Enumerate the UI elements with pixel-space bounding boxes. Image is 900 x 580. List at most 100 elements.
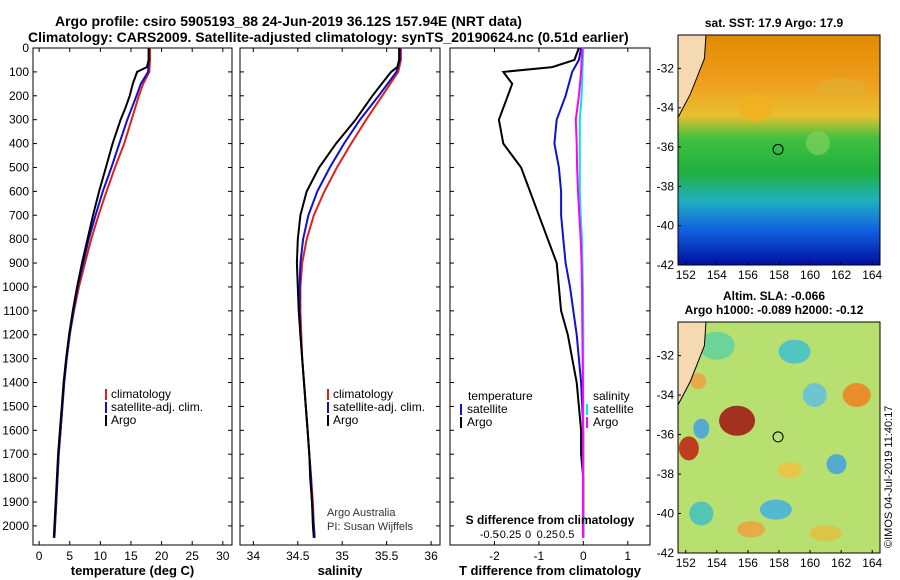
temperature-legend-swatch [105,402,107,413]
argo-position-marker [772,431,784,443]
warm-eddy [737,93,774,122]
y-tick-label: 700 [9,208,29,222]
difference-legend-swatch [460,417,462,428]
difference-legend-swatch [460,404,462,415]
coastline [677,321,707,406]
salinity-legend-swatch [327,415,329,426]
sla-anomaly [777,462,802,479]
salinity-legend-label: climatology [333,387,393,401]
argo-position-marker [772,143,784,155]
temperature-legend-swatch [105,415,107,426]
sla_map-panel: 152 154 156 158 160 162 164 -32 -34 -36 -38 -40 -42 A… [657,289,883,570]
sst_map-title: sat. SST: 17.9 Argo: 17.9 [705,16,844,30]
difference-x-axis-label: T difference from climatology [459,563,642,578]
salinity-x-tick-label: 36 [424,549,438,563]
difference-x-tick-label-top: 0 [525,529,531,541]
sla_map-x-tick-label: 158 [769,556,789,570]
salinity-panel: 34 34.5 35 35.5 36 salinity climatologysatelli… [239,47,441,578]
sst_map-y-tick-label: -38 [657,179,675,193]
sst_map-x-tick-label: 158 [769,268,789,282]
sla_map-y-tick-label: -34 [657,388,675,402]
temperature-legend-label: climatology [111,387,171,401]
sst_map-x-tick-label: 156 [738,268,758,282]
sla-anomaly [759,499,792,520]
sla-anomaly [719,405,756,436]
y-tick-label: 1700 [2,447,29,461]
sla_map-subtitle: Argo h1000: -0.089 h2000: -0.12 [685,303,864,317]
sst_map-x-tick-label: 160 [800,268,820,282]
sst_map-x-tick-label: 162 [831,268,851,282]
temperature-panel: 0100200300400500600700800900100011001200… [2,41,233,578]
salinity-x-tick-label: 34.5 [286,549,310,563]
y-tick-label: 0 [22,41,29,55]
warm-tongue [815,78,868,99]
sla_map-y-tick-label: -38 [657,467,675,481]
temperature-legend-swatch [105,389,107,400]
salinity-legend-swatch [327,402,329,413]
y-tick-label: 1800 [2,471,29,485]
y-tick-label: 1900 [2,495,29,509]
difference-legend-swatch [586,404,588,415]
sst-field [678,35,880,265]
y-tick-label: 1400 [2,376,29,390]
sst_map-y-tick-label: -36 [657,140,675,154]
sst_map-x-tick-label: 154 [707,268,727,282]
credit-text: PI: Susan Wijffels [327,521,413,533]
y-tick-label: 2000 [2,519,29,533]
temperature-legend-label: satellite-adj. clim. [111,400,203,414]
sla_map-title: Altim. SLA: -0.066 [723,289,825,303]
difference-legend-label: Argo [467,415,493,429]
temperature-x-tick-label: 5 [66,549,73,563]
sla-anomaly [698,331,735,360]
sla-anomaly [689,501,714,526]
sla_map-x-tick-label: 156 [738,556,758,570]
chart-title-line1: Argo profile: csiro 5905193_88 24-Jun-20… [55,13,522,29]
difference-line-t-argo [497,47,585,538]
y-tick-label: 1200 [2,328,29,342]
difference-panel: -2 -1 0 1T difference from climatology-0.5-… [449,47,651,578]
difference-x-tick-label: -1 [534,549,545,563]
y-tick-label: 600 [9,184,29,198]
temperature-x-tick-label: 0 [36,549,43,563]
sla-anomaly [690,373,707,390]
difference-x-tick-label: 1 [624,549,631,563]
watermark: ©IMOS 04-Jul-2019 11:40:17 [883,406,895,548]
salinity-frame [239,47,441,546]
salinity-x-tick-label: 34 [247,549,261,563]
salinity-x-axis-label: salinity [318,563,364,578]
salinity-x-tick-label: 35.5 [375,549,399,563]
temperature-x-tick-label: 10 [94,549,108,563]
temperature-x-tick-label: 25 [186,549,200,563]
salinity-x-tick-label: 35 [336,549,350,563]
sla-anomaly [826,454,847,475]
sla_map-y-tick-label: -32 [657,349,675,363]
sst_map-x-tick-label: 152 [676,268,696,282]
sla-anomaly [693,418,710,439]
temperature-x-tick-label: 15 [124,549,138,563]
sla-anomaly [678,436,699,461]
salinity-line-argo [295,48,401,538]
y-tick-label: 1100 [3,304,29,318]
difference-x-tick-label: 0 [580,549,587,563]
difference-legend-label: temperature [468,389,533,403]
y-tick-label: 1600 [2,423,29,437]
y-tick-label: 900 [9,256,29,270]
y-tick-label: 400 [9,137,29,151]
y-tick-label: 500 [9,160,29,174]
sst_map-y-tick-label: -34 [657,101,675,115]
difference-x-tick-label-top: 0.25 [537,529,558,541]
temperature-legend-label: Argo [111,413,137,427]
difference-x-axis-label-top: S difference from climatology [466,513,635,527]
sla-anomaly [809,525,842,542]
sla_map-x-tick-label: 154 [707,556,727,570]
salinity-legend-swatch [327,389,329,400]
difference-legend-label: satellite [467,402,508,416]
difference-legend-label: salinity [593,389,630,403]
sst_map-panel: 152 154 156 158 160 162 164 -32 -34 -36 -38 -40 -42 s… [657,16,883,282]
chart-title-line2: Climatology: CARS2009. Satellite-adjuste… [28,29,629,45]
difference-legend-label: Argo [593,415,619,429]
sst_map-x-tick-label: 164 [862,268,882,282]
difference-x-tick-label: -2 [489,549,500,563]
y-tick-label: 1300 [2,352,29,366]
sla_map-y-tick-label: -42 [657,546,675,560]
